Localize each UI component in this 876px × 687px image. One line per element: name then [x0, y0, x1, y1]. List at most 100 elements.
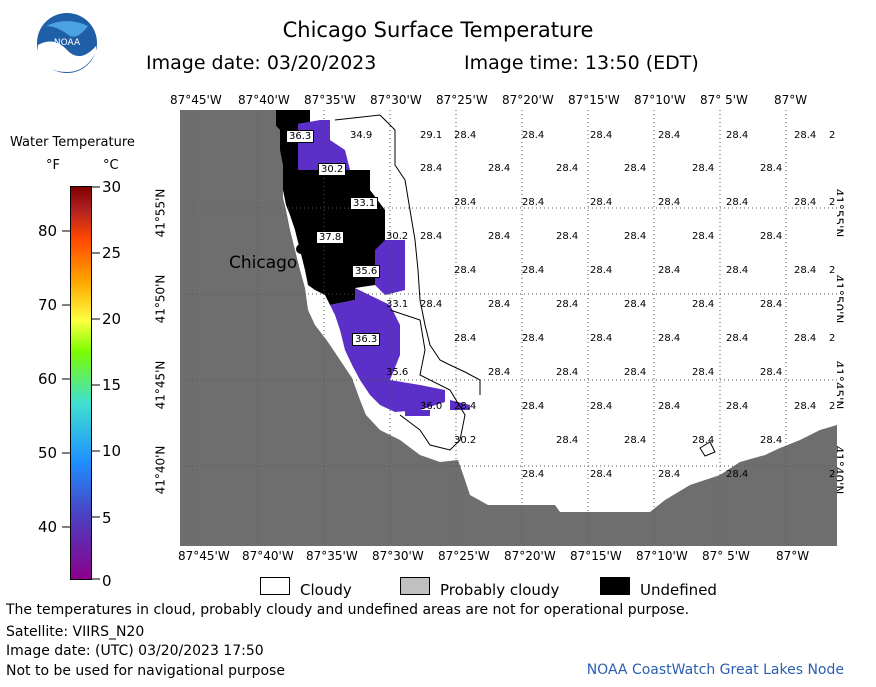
temp-label: 28.4 — [658, 130, 681, 141]
lon-label: 87°35'W — [304, 93, 356, 107]
shoal-contour — [699, 441, 716, 457]
city-label: Chicago — [229, 253, 298, 273]
undefined-label: Undefined — [640, 581, 717, 599]
temp-label: 28.4 — [624, 231, 647, 242]
warm-water — [405, 405, 430, 416]
temp-label: 28.4 — [556, 231, 579, 242]
legend-title: Water Temperature — [10, 135, 135, 150]
temp-label: 28.4 — [454, 265, 477, 276]
lon-label: 87°40'W — [242, 549, 294, 563]
temp-label: 28.4 — [794, 130, 817, 141]
warm-water — [330, 288, 445, 412]
temp-label: 28.4 — [624, 299, 647, 310]
temp-label: 28.4 — [692, 367, 715, 378]
satellite-text: Satellite: VIIRS_N20 — [6, 624, 145, 640]
temp-label: 28.4 — [726, 197, 749, 208]
temp-label: 28.4 — [590, 265, 613, 276]
utc-date-text: Image date: (UTC) 03/20/2023 17:50 — [6, 643, 264, 659]
unit-fahrenheit: °F — [46, 158, 60, 173]
credit-text: NOAA CoastWatch Great Lakes Node — [586, 662, 844, 678]
temp-label: 35.6 — [386, 367, 409, 378]
temp-label: 36.3 — [286, 130, 315, 143]
c-tick: 15 — [102, 376, 122, 394]
temp-label: 28.4 — [556, 435, 579, 446]
undefined-swatch — [600, 577, 630, 595]
lon-label: 87°40'W — [238, 93, 290, 107]
graticule — [180, 110, 837, 546]
temperature-labels: 36.3 34.9 29.1 30.2 33.1 37.8 30.2 35.6 33.1 36.3… — [180, 110, 837, 546]
lat-label: 41°40'N — [153, 445, 168, 495]
temp-label: 28.4 — [760, 367, 783, 378]
probably-cloudy-label: Probably cloudy — [440, 581, 560, 599]
lon-label: 87°30'W — [370, 93, 422, 107]
lon-label: 87°10'W — [634, 93, 686, 107]
temp-label: 36.0 — [420, 401, 443, 412]
temp-label: 28.4 — [590, 401, 613, 412]
temp-label: 28.4 — [624, 435, 647, 446]
temp-label: 28.4 — [488, 367, 511, 378]
color-bar — [70, 186, 92, 580]
f-tick: 60 — [38, 370, 58, 388]
undefined-area — [276, 110, 385, 305]
temp-label: 28.4 — [726, 265, 749, 276]
temp-label: 34.9 — [350, 130, 373, 141]
c-tick: 5 — [102, 509, 112, 527]
temp-label: 28.4 — [794, 197, 817, 208]
temp-label: 28.4 — [624, 367, 647, 378]
temp-label: 37.8 — [316, 231, 345, 244]
lon-label: 87°10'W — [636, 549, 688, 563]
temp-label: 28.4 — [522, 130, 545, 141]
map-panel: Chicago — [180, 110, 837, 546]
temp-label: 28.4 — [658, 401, 681, 412]
temp-label: 36.3 — [352, 333, 381, 346]
temp-label: 28.4 — [522, 469, 545, 480]
c-tick: 10 — [102, 442, 122, 460]
isotherm — [389, 309, 466, 451]
lon-label: 87° 5'W — [702, 549, 750, 563]
temp-label: 28.4 — [420, 299, 443, 310]
isotherm — [334, 114, 481, 395]
temp-label: 28.4 — [556, 163, 579, 174]
f-tick: 50 — [38, 444, 58, 462]
color-bar-ticks — [62, 186, 100, 580]
temp-label: 28.4 — [692, 231, 715, 242]
lon-label: 87°W — [774, 93, 808, 107]
temp-label: 28.4 — [658, 333, 681, 344]
temp-label: 28.4 — [760, 299, 783, 310]
temp-label: 28.4 — [590, 130, 613, 141]
temp-label: 28.4 — [726, 401, 749, 412]
temp-label: 28.4 — [454, 333, 477, 344]
temp-label: 28.4 — [590, 469, 613, 480]
temp-label: 28.4 — [590, 197, 613, 208]
lon-label: 87°25'W — [436, 93, 488, 107]
temp-label: 28.4 — [692, 163, 715, 174]
temp-label: 28.4 — [488, 231, 511, 242]
image-time: Image time: 13:50 (EDT) — [464, 52, 699, 74]
temp-label: 28.4 — [522, 333, 545, 344]
lon-label: 87°25'W — [438, 549, 490, 563]
lon-label: 87°30'W — [372, 549, 424, 563]
lon-label: 87°35'W — [306, 549, 358, 563]
land-west — [180, 110, 837, 546]
c-tick: 0 — [102, 572, 112, 590]
temp-label: 28.4 — [794, 333, 817, 344]
f-tick: 70 — [38, 296, 58, 314]
temp-label: 33.1 — [350, 197, 379, 210]
temp-label: 28.4 — [658, 197, 681, 208]
temp-label: 28.4 — [692, 435, 715, 446]
temp-label: 28.4 — [454, 401, 477, 412]
temp-label: 28.4 — [760, 435, 783, 446]
unit-celsius: °C — [103, 158, 119, 173]
temp-label: 33.1 — [386, 299, 409, 310]
temp-label: 28.4 — [522, 265, 545, 276]
lon-label: 87°45'W — [170, 93, 222, 107]
temp-label: 28.4 — [658, 469, 681, 480]
lon-label: 87°45'W — [178, 549, 230, 563]
lon-label: 87°W — [776, 549, 810, 563]
temp-label: 2 — [829, 333, 836, 344]
temp-label: 28.4 — [794, 265, 817, 276]
cloudy-label: Cloudy — [300, 581, 352, 599]
lat-label: 41°50'N — [153, 274, 168, 324]
temp-label: 28.4 — [454, 197, 477, 208]
lon-label: 87°20'W — [504, 549, 556, 563]
